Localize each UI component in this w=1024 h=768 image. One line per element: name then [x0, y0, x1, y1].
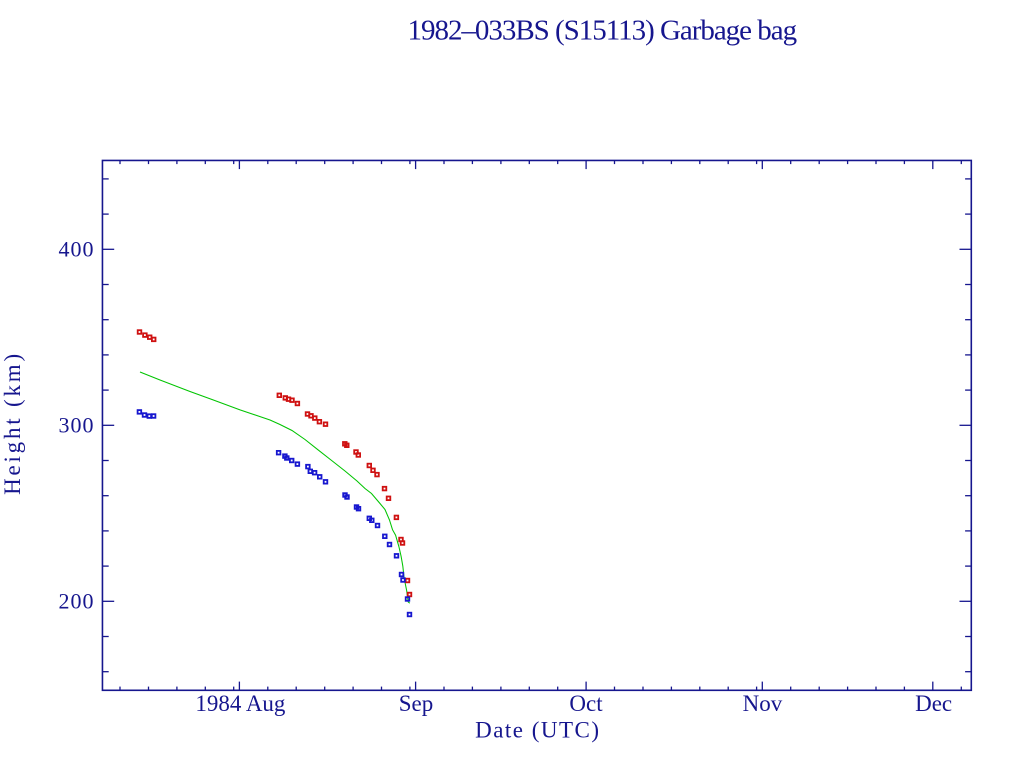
- svg-text:300: 300: [59, 413, 95, 438]
- svg-text:400: 400: [59, 237, 95, 262]
- svg-text:Dec: Dec: [915, 691, 952, 716]
- svg-text:200: 200: [59, 589, 95, 614]
- svg-text:Sep: Sep: [399, 691, 434, 716]
- svg-text:Height (km): Height (km): [0, 351, 25, 495]
- svg-text:1984 Aug: 1984 Aug: [195, 691, 286, 716]
- svg-text:Oct: Oct: [569, 691, 603, 716]
- svg-text:Date (UTC): Date (UTC): [475, 717, 600, 742]
- svg-text:Nov: Nov: [743, 691, 783, 716]
- svg-text:1982–033BS (S15113) Garbage ba: 1982–033BS (S15113) Garbage bag: [408, 14, 797, 46]
